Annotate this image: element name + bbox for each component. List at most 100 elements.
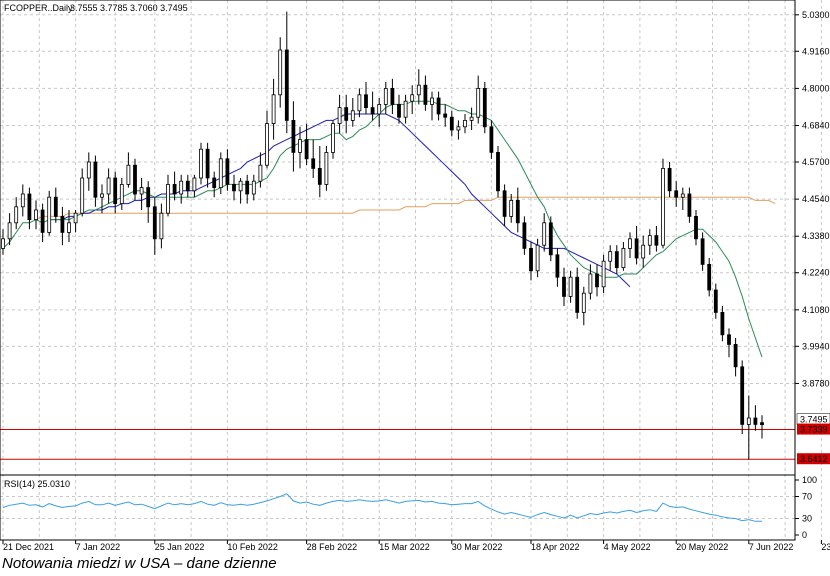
time-tick-label: 7 Jun 2022	[749, 542, 794, 552]
candle-down	[364, 94, 368, 109]
candle-up	[383, 88, 388, 105]
candle-down	[674, 190, 679, 198]
candle-up	[680, 193, 685, 198]
candle-up	[199, 148, 203, 179]
candle-up	[581, 292, 586, 313]
candle-up	[641, 244, 646, 259]
candle-down	[522, 222, 527, 249]
candle-down	[740, 366, 745, 425]
time-axis: 21 Dec 2021 7 Jan 2022 25 Jan 2022 10 Feb 2…	[2, 540, 830, 552]
candle-up	[463, 120, 467, 128]
candle-down	[172, 183, 177, 195]
rsi-label: RSI(14) 25.0310	[4, 479, 70, 489]
candle-up	[324, 151, 329, 185]
candle-down	[496, 151, 500, 192]
price-axis: 5.0300 4.9160 4.8000 4.6840 4.5700 4.4540 4.33…	[795, 10, 830, 465]
candle-down	[40, 209, 45, 233]
candle-down	[700, 238, 705, 265]
candle-down	[707, 263, 712, 291]
price-marker-box	[797, 453, 830, 465]
candle-down	[634, 238, 639, 259]
price-tick-label: 5.0300	[802, 10, 830, 20]
candle-up	[20, 193, 25, 208]
price-tick-label: 4.1080	[802, 305, 830, 315]
candle-up	[350, 110, 355, 121]
candle-down	[370, 107, 375, 115]
candle-down	[205, 148, 210, 179]
candle-up	[377, 104, 382, 115]
candle-up	[298, 139, 302, 153]
candle-down	[654, 235, 659, 246]
rsi-panel	[2, 493, 762, 522]
price-tick-label: 4.3380	[802, 231, 830, 241]
candle-up	[476, 88, 481, 118]
price-marker-label: 3.7495	[800, 415, 828, 425]
price-marker-label: 3.7339	[800, 425, 828, 435]
rsi-panel-frame	[0, 474, 796, 541]
candle-down	[548, 222, 553, 256]
chart-header-symbol: FCOPPER..Daily	[4, 3, 73, 13]
chart-header-ohlc: 3.7555 3.7785 3.7060 3.7495	[70, 3, 188, 13]
candle-down	[529, 247, 533, 272]
candle-up	[238, 180, 243, 192]
candle-down	[397, 104, 401, 118]
price-marker-box	[797, 423, 830, 435]
candle-up	[179, 180, 184, 195]
candle-up	[601, 260, 606, 288]
time-tick-label: 10 Feb 2022	[227, 542, 278, 552]
candle-down	[311, 158, 316, 169]
candle-down	[284, 49, 289, 121]
candle-up	[271, 94, 276, 125]
candle-down	[146, 187, 151, 208]
candle-up	[535, 244, 540, 272]
candle-up	[159, 212, 164, 240]
candle-up	[278, 49, 283, 96]
candle-down	[449, 116, 454, 131]
candle-up	[106, 177, 111, 195]
candle-up	[337, 107, 342, 124]
candle-down	[595, 273, 599, 288]
candle-up	[192, 177, 197, 192]
price-tick-label: 4.9160	[802, 46, 830, 56]
grid-lines	[0, 0, 822, 540]
candle-down	[502, 190, 507, 217]
candle-down	[93, 161, 98, 198]
candle-down	[113, 177, 118, 205]
candle-up	[218, 158, 223, 189]
candle-up	[661, 167, 665, 246]
candle-up	[746, 417, 751, 425]
candle-up	[456, 126, 461, 131]
candle-up	[357, 94, 362, 112]
time-tick-label: 28 Feb 2022	[307, 542, 358, 552]
candle-up	[73, 212, 78, 224]
candle-up	[86, 161, 91, 179]
candle-up	[126, 164, 131, 185]
candle-up	[34, 209, 38, 221]
time-tick-label: 21 Dec 2021	[3, 542, 54, 552]
candle-up	[67, 222, 71, 233]
candle-up	[1, 238, 5, 249]
axes	[0, 0, 796, 541]
candle-up	[647, 235, 652, 246]
candle-down	[423, 84, 428, 105]
candle-up	[542, 222, 547, 246]
candle-down	[185, 180, 190, 192]
rsi-tick-label: 30	[802, 514, 812, 524]
candle-up	[416, 84, 421, 96]
candle-down	[555, 254, 560, 278]
candle-up	[403, 100, 408, 118]
candle-up	[469, 116, 474, 121]
ma-fast-line	[2, 100, 763, 358]
price-tick-label: 4.5700	[802, 157, 830, 167]
time-tick-label: 25 Jan 2022	[155, 542, 205, 552]
rsi-tick-label: 100	[802, 475, 817, 485]
candle-down	[733, 343, 738, 368]
candle-up	[119, 183, 124, 204]
time-tick-label: 20 May 2022	[676, 542, 728, 552]
rsi-tick-label: 70	[802, 492, 812, 502]
candle-up	[251, 180, 256, 195]
candle-down	[489, 126, 494, 153]
candle-up	[258, 164, 263, 182]
candle-down	[720, 311, 725, 336]
